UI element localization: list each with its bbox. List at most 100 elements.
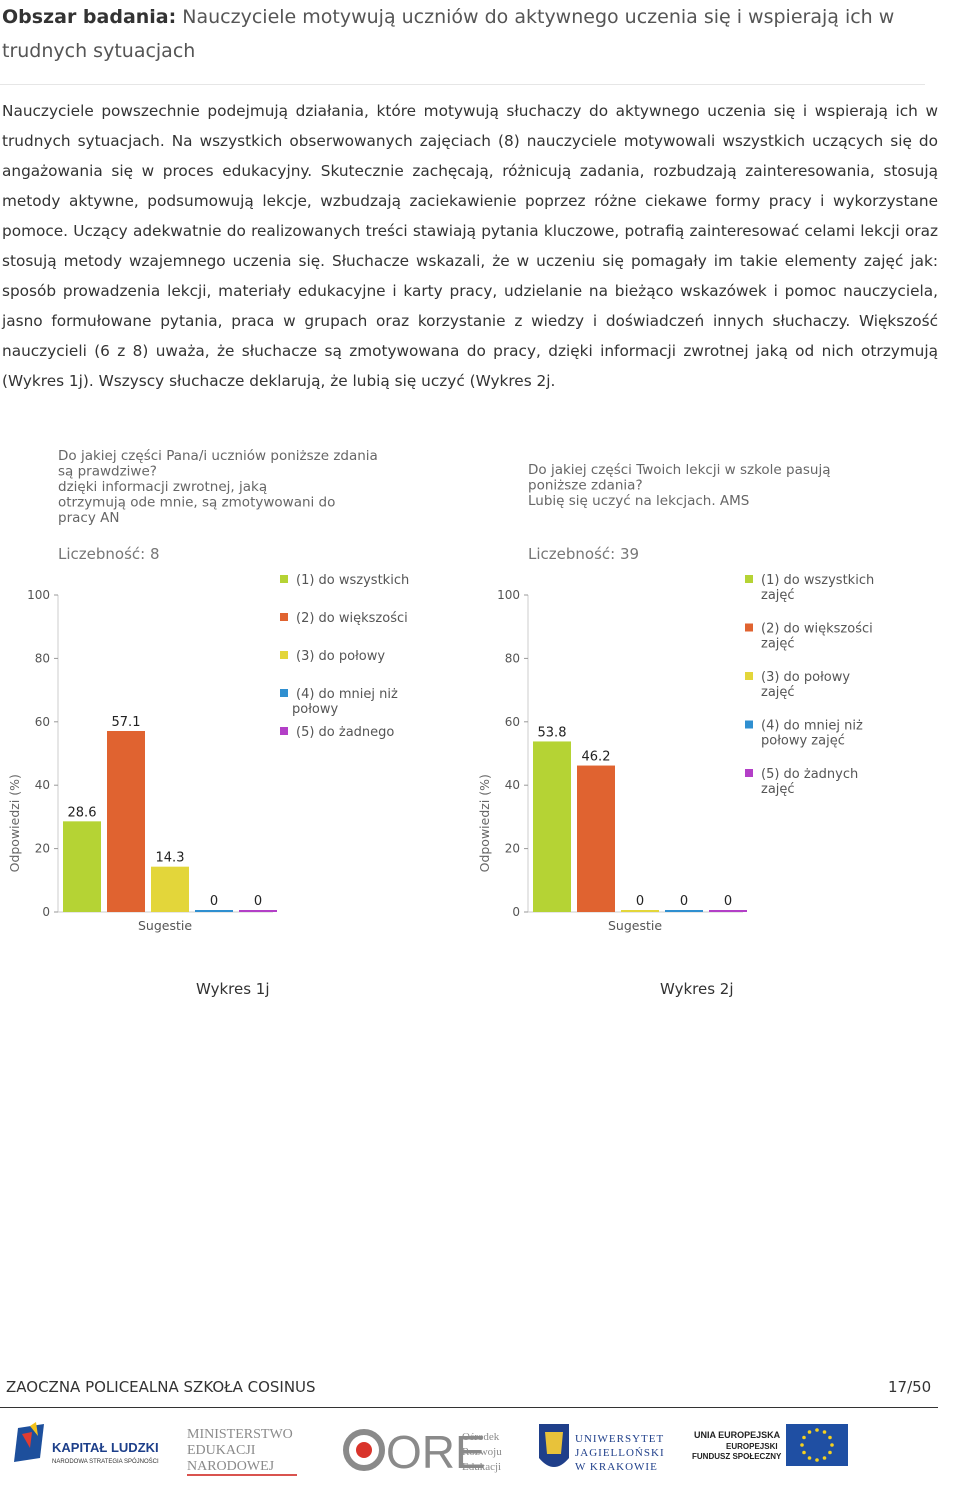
legend-label: połowy zajęć bbox=[761, 734, 845, 749]
sponsor-logos: KAPITAŁ LUDZKI NARODOWA STRATEGIA SPÓJNO… bbox=[0, 1418, 960, 1486]
chart-title-line: Do jakiej części Pana/i uczniów poniższe… bbox=[58, 448, 378, 464]
bar-value-label: 0 bbox=[724, 894, 732, 909]
eu-star bbox=[815, 1458, 819, 1462]
chart-svg: Do jakiej części Pana/i uczniów poniższe… bbox=[7, 448, 409, 933]
eu-star bbox=[830, 1443, 834, 1447]
y-tick-label: 40 bbox=[505, 778, 520, 792]
bar-value-label: 0 bbox=[680, 894, 688, 909]
bar bbox=[621, 910, 659, 912]
bar bbox=[709, 910, 747, 912]
bar bbox=[577, 765, 615, 912]
chart-title-line: pracy AN bbox=[58, 510, 119, 526]
bar-value-label: 28.6 bbox=[68, 805, 97, 820]
ue-line3: FUNDUSZ SPOŁECZNY bbox=[692, 1452, 782, 1461]
legend-swatch bbox=[280, 575, 288, 583]
heading-divider bbox=[0, 84, 925, 85]
men-logo: MINISTERSTWO EDUKACJI NARODOWEJ bbox=[185, 1418, 315, 1482]
y-tick-label: 80 bbox=[505, 651, 520, 665]
chart-count-label: Liczebność: 39 bbox=[528, 545, 639, 563]
legend-label: (2) do większości bbox=[761, 622, 873, 637]
eu-star bbox=[807, 1430, 812, 1434]
legend-swatch bbox=[745, 672, 753, 680]
bar-value-label: 53.8 bbox=[538, 725, 567, 740]
kapital-line2: NARODOWA STRATEGIA SPÓJNOŚCI bbox=[52, 1457, 159, 1465]
ue-line2: EUROPEJSKI bbox=[726, 1442, 778, 1451]
uj-line1: UNIWERSYTET bbox=[575, 1433, 664, 1445]
bar bbox=[151, 866, 189, 912]
bar bbox=[665, 910, 703, 912]
heading-label: Obszar badania: bbox=[2, 6, 177, 28]
y-tick-label: 40 bbox=[35, 778, 50, 792]
legend-label: zajęć bbox=[761, 637, 795, 652]
legend-label: zajęć bbox=[761, 782, 795, 797]
kapital-ludzki-logo: KAPITAŁ LUDZKI NARODOWA STRATEGIA SPÓJNO… bbox=[10, 1418, 170, 1482]
uj-logo: UNIWERSYTET JAGIELLOŃSKI W KRAKOWIE bbox=[535, 1418, 675, 1482]
footer-page-number: 17/50 bbox=[888, 1378, 932, 1396]
bar-value-label: 0 bbox=[210, 894, 218, 909]
legend-label: (5) do żadnych bbox=[761, 767, 858, 782]
bar-value-label: 0 bbox=[636, 894, 644, 909]
chart-title-line: otrzymują ode mnie, są zmotywowani do bbox=[58, 495, 335, 511]
eu-star bbox=[822, 1456, 827, 1460]
y-tick-label: 60 bbox=[35, 715, 50, 729]
heading-text: Nauczyciele motywują uczniów do aktywneg… bbox=[2, 6, 895, 62]
chart-caption-2: Wykres 2j bbox=[660, 980, 734, 998]
y-tick-label: 60 bbox=[505, 715, 520, 729]
chart-title-line: poniższe zdania? bbox=[528, 478, 643, 494]
y-axis-label: Odpowiedzi (%) bbox=[477, 774, 492, 872]
chart-wykres-2j: Do jakiej części Twoich lekcji w szkole … bbox=[470, 440, 940, 960]
men-line2: EDUKACJI bbox=[187, 1443, 256, 1458]
y-tick-label: 0 bbox=[42, 905, 50, 919]
ore-line3: Edukacji bbox=[462, 1461, 501, 1473]
legend-swatch bbox=[745, 575, 753, 583]
legend-label: (1) do wszystkich bbox=[296, 573, 409, 588]
legend-swatch bbox=[745, 623, 753, 632]
chart-title-line: są prawdziwe? bbox=[58, 464, 157, 480]
eu-star bbox=[815, 1428, 819, 1432]
bar-value-label: 57.1 bbox=[112, 715, 141, 730]
eu-star bbox=[828, 1435, 832, 1440]
y-tick-label: 20 bbox=[35, 842, 50, 856]
chart-wykres-1j: Do jakiej części Pana/i uczniów poniższe… bbox=[0, 440, 470, 960]
eu-star bbox=[828, 1450, 832, 1455]
legend-label: (4) do mniej niż bbox=[296, 687, 398, 702]
bar-value-label: 0 bbox=[254, 894, 262, 909]
legend-swatch bbox=[280, 651, 288, 659]
ore-line2: Rozwoju bbox=[462, 1446, 502, 1458]
men-line3: NARODOWEJ bbox=[187, 1459, 275, 1474]
eu-star bbox=[800, 1443, 804, 1447]
legend-label: (4) do mniej niż bbox=[761, 719, 863, 734]
bar-value-label: 46.2 bbox=[582, 750, 611, 765]
legend-swatch bbox=[280, 689, 288, 697]
legend-label: (1) do wszystkich bbox=[761, 573, 874, 588]
legend-label: zajęć bbox=[761, 588, 795, 603]
chart-title-line: Do jakiej części Twoich lekcji w szkole … bbox=[528, 462, 830, 478]
y-tick-label: 100 bbox=[27, 588, 50, 602]
chart-title-line: Lubię się uczyć na lekcjach. AMS bbox=[528, 493, 749, 509]
footer-divider bbox=[0, 1407, 938, 1408]
ore-logo: ORE Ośrodek Rozwoju Edukacji bbox=[342, 1418, 522, 1482]
bar bbox=[533, 741, 571, 912]
ore-mark: ORE bbox=[386, 1426, 486, 1478]
uj-line2: JAGIELLOŃSKI bbox=[575, 1447, 665, 1459]
bar bbox=[239, 910, 277, 912]
legend-label: zajęć bbox=[761, 685, 795, 700]
chart-count-label: Liczebność: 8 bbox=[58, 545, 160, 563]
legend-label: połowy bbox=[292, 702, 338, 717]
chart-title-line: dzięki informacji zwrotnej, jaką bbox=[58, 479, 267, 495]
bar-value-label: 14.3 bbox=[156, 851, 185, 866]
y-tick-label: 20 bbox=[505, 842, 520, 856]
y-tick-label: 100 bbox=[497, 588, 520, 602]
bar bbox=[63, 821, 101, 912]
ue-efs-logo: UNIA EUROPEJSKA EUROPEJSKI FUNDUSZ SPOŁE… bbox=[690, 1418, 855, 1482]
legend-swatch bbox=[745, 769, 753, 777]
section-heading: Obszar badania: Nauczyciele motywują ucz… bbox=[2, 0, 952, 68]
legend-label: (3) do połowy bbox=[296, 649, 385, 664]
eu-star bbox=[822, 1430, 827, 1434]
chart-caption-1: Wykres 1j bbox=[196, 980, 270, 998]
y-axis-label: Odpowiedzi (%) bbox=[7, 774, 22, 872]
legend-label: (2) do większości bbox=[296, 611, 408, 626]
x-axis-label: Sugestie bbox=[138, 918, 192, 933]
eu-star bbox=[807, 1456, 812, 1460]
legend-swatch bbox=[280, 613, 288, 621]
